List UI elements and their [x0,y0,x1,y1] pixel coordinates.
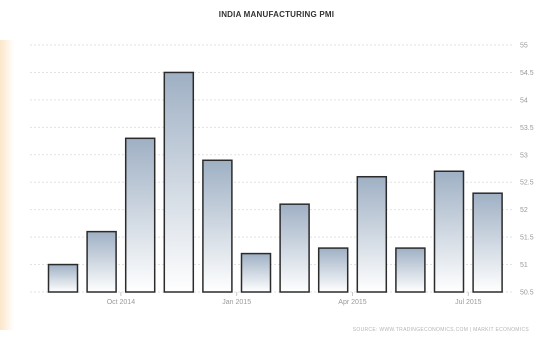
bar-aug-2014 [47,263,79,293]
bar-oct-2014 [124,137,156,293]
bar-nov-2014 [163,71,195,293]
bar-apr-2015 [356,175,388,293]
x-tick-label-0: Oct 2014 [107,299,136,306]
bar-jun-2015 [433,170,465,293]
y-tick-label-2: 51.5 [520,235,534,242]
x-tick-label-3: Jul 2015 [455,299,482,306]
bars [47,71,503,293]
bar-sep-2014 [86,230,117,293]
bar-mar-2015 [317,247,349,293]
y-axis-ticks: 50.5 51 51.5 52 52.5 53 53.5 54 54.5 55 [520,43,534,297]
bar-may-2015 [395,247,426,293]
source-note: SOURCE: WWW.TRADINGECONOMICS.COM | MARKI… [352,327,529,333]
y-tick-label-6: 53.5 [520,125,534,132]
y-tick-label-0: 50.5 [520,290,534,297]
y-tick-label-1: 51 [520,262,528,269]
bar-jul-2015 [472,192,503,293]
bar-dec-2014 [202,159,233,293]
left-edge-accent [0,40,14,330]
x-axis-ticks: Oct 2014 Jan 2015 Apr 2015 Jul 2015 [107,292,482,306]
chart-title: INDIA MANUFACTURING PMI [218,10,335,19]
y-tick-label-7: 54 [520,97,528,104]
y-tick-label-4: 52.5 [520,180,534,187]
bar-feb-2015 [279,203,310,293]
bar-jan-2015 [240,252,272,293]
x-tick-label-1: Jan 2015 [222,299,251,306]
y-tick-label-5: 53 [520,152,528,159]
y-tick-label-9: 55 [520,43,528,50]
y-tick-label-8: 54.5 [520,70,534,77]
y-tick-label-3: 52 [520,207,528,214]
x-tick-label-2: Apr 2015 [338,299,367,306]
